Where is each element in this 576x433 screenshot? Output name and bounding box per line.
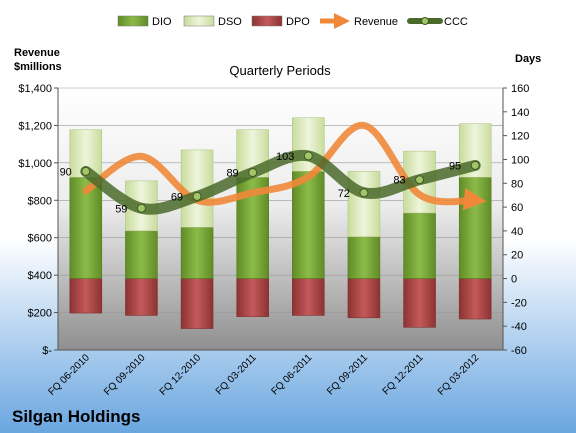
ccc-data-label: 90 [60, 166, 72, 178]
dpo-bar [180, 278, 214, 329]
legend-label-dpo: DPO [286, 16, 310, 28]
dio-bar [403, 212, 436, 279]
legend-swatch-ccc-point [421, 17, 429, 25]
legend-label-revenue: Revenue [354, 16, 398, 28]
left-tick-label: $1,200 [18, 120, 52, 132]
dso-bar [347, 171, 381, 238]
ccc-point [415, 175, 425, 185]
ccc-point [248, 168, 258, 178]
left-tick-label: $600 [28, 233, 52, 245]
left-tick-label: $1,000 [18, 158, 52, 170]
legend-swatch-dso [183, 15, 215, 27]
right-tick-label: 80 [511, 178, 523, 190]
right-tick-label: 20 [511, 250, 523, 262]
dpo-bar [125, 278, 158, 316]
right-tick-label: 160 [511, 83, 529, 95]
legend-label-dso: DSO [218, 16, 242, 28]
right-tick-label: -60 [511, 345, 527, 357]
right-tick-label: 140 [511, 107, 529, 119]
right-tick-label: 60 [511, 202, 523, 214]
chart-title: Quarterly Periods [229, 63, 331, 78]
right-tick-label: 100 [511, 154, 529, 166]
dpo-bar [403, 278, 436, 328]
ccc-data-label: 89 [226, 168, 238, 180]
ccc-data-label: 95 [449, 160, 461, 172]
ccc-data-label: 59 [115, 203, 127, 215]
left-tick-label: $400 [28, 270, 52, 282]
legend-swatch-dio [117, 15, 149, 27]
left-tick-label: $- [42, 345, 52, 357]
dio-bar [458, 177, 492, 279]
dpo-bar [458, 278, 492, 320]
ccc-data-label: 103 [276, 151, 294, 163]
right-tick-label: 40 [511, 226, 523, 238]
legend-swatch-dpo [251, 15, 283, 27]
right-tick-label: 120 [511, 131, 529, 143]
left-axis-label-line2: $millions [14, 61, 62, 73]
ccc-point [359, 188, 369, 198]
ccc-data-label: 72 [338, 188, 350, 200]
dpo-bar [236, 278, 269, 317]
dpo-bar [69, 278, 103, 314]
dio-bar [347, 236, 381, 279]
dpo-bar [292, 278, 325, 316]
dio-bar [125, 230, 158, 279]
right-tick-label: 0 [511, 274, 517, 286]
ccc-point [303, 151, 313, 161]
left-tick-label: $800 [28, 195, 52, 207]
dio-bar [292, 171, 325, 279]
left-tick-label: $200 [28, 308, 52, 320]
right-tick-label: -20 [511, 297, 527, 309]
company-name: Silgan Holdings [12, 407, 140, 426]
legend-label-ccc: CCC [444, 16, 468, 28]
left-tick-label: $1,400 [18, 83, 52, 95]
ccc-data-label: 83 [393, 175, 405, 187]
ccc-point [192, 191, 202, 201]
plot-area [58, 88, 503, 350]
dpo-bar [347, 278, 381, 319]
left-axis-label-line1: Revenue [14, 47, 60, 59]
ccc-point [136, 203, 146, 213]
ccc-data-label: 69 [171, 191, 183, 203]
legend-label-dio: DIO [152, 16, 172, 28]
right-tick-label: -40 [511, 321, 527, 333]
dio-bar [180, 227, 214, 279]
ccc-point [81, 166, 91, 176]
right-axis-label: Days [515, 53, 541, 65]
ccc-point [470, 160, 480, 170]
